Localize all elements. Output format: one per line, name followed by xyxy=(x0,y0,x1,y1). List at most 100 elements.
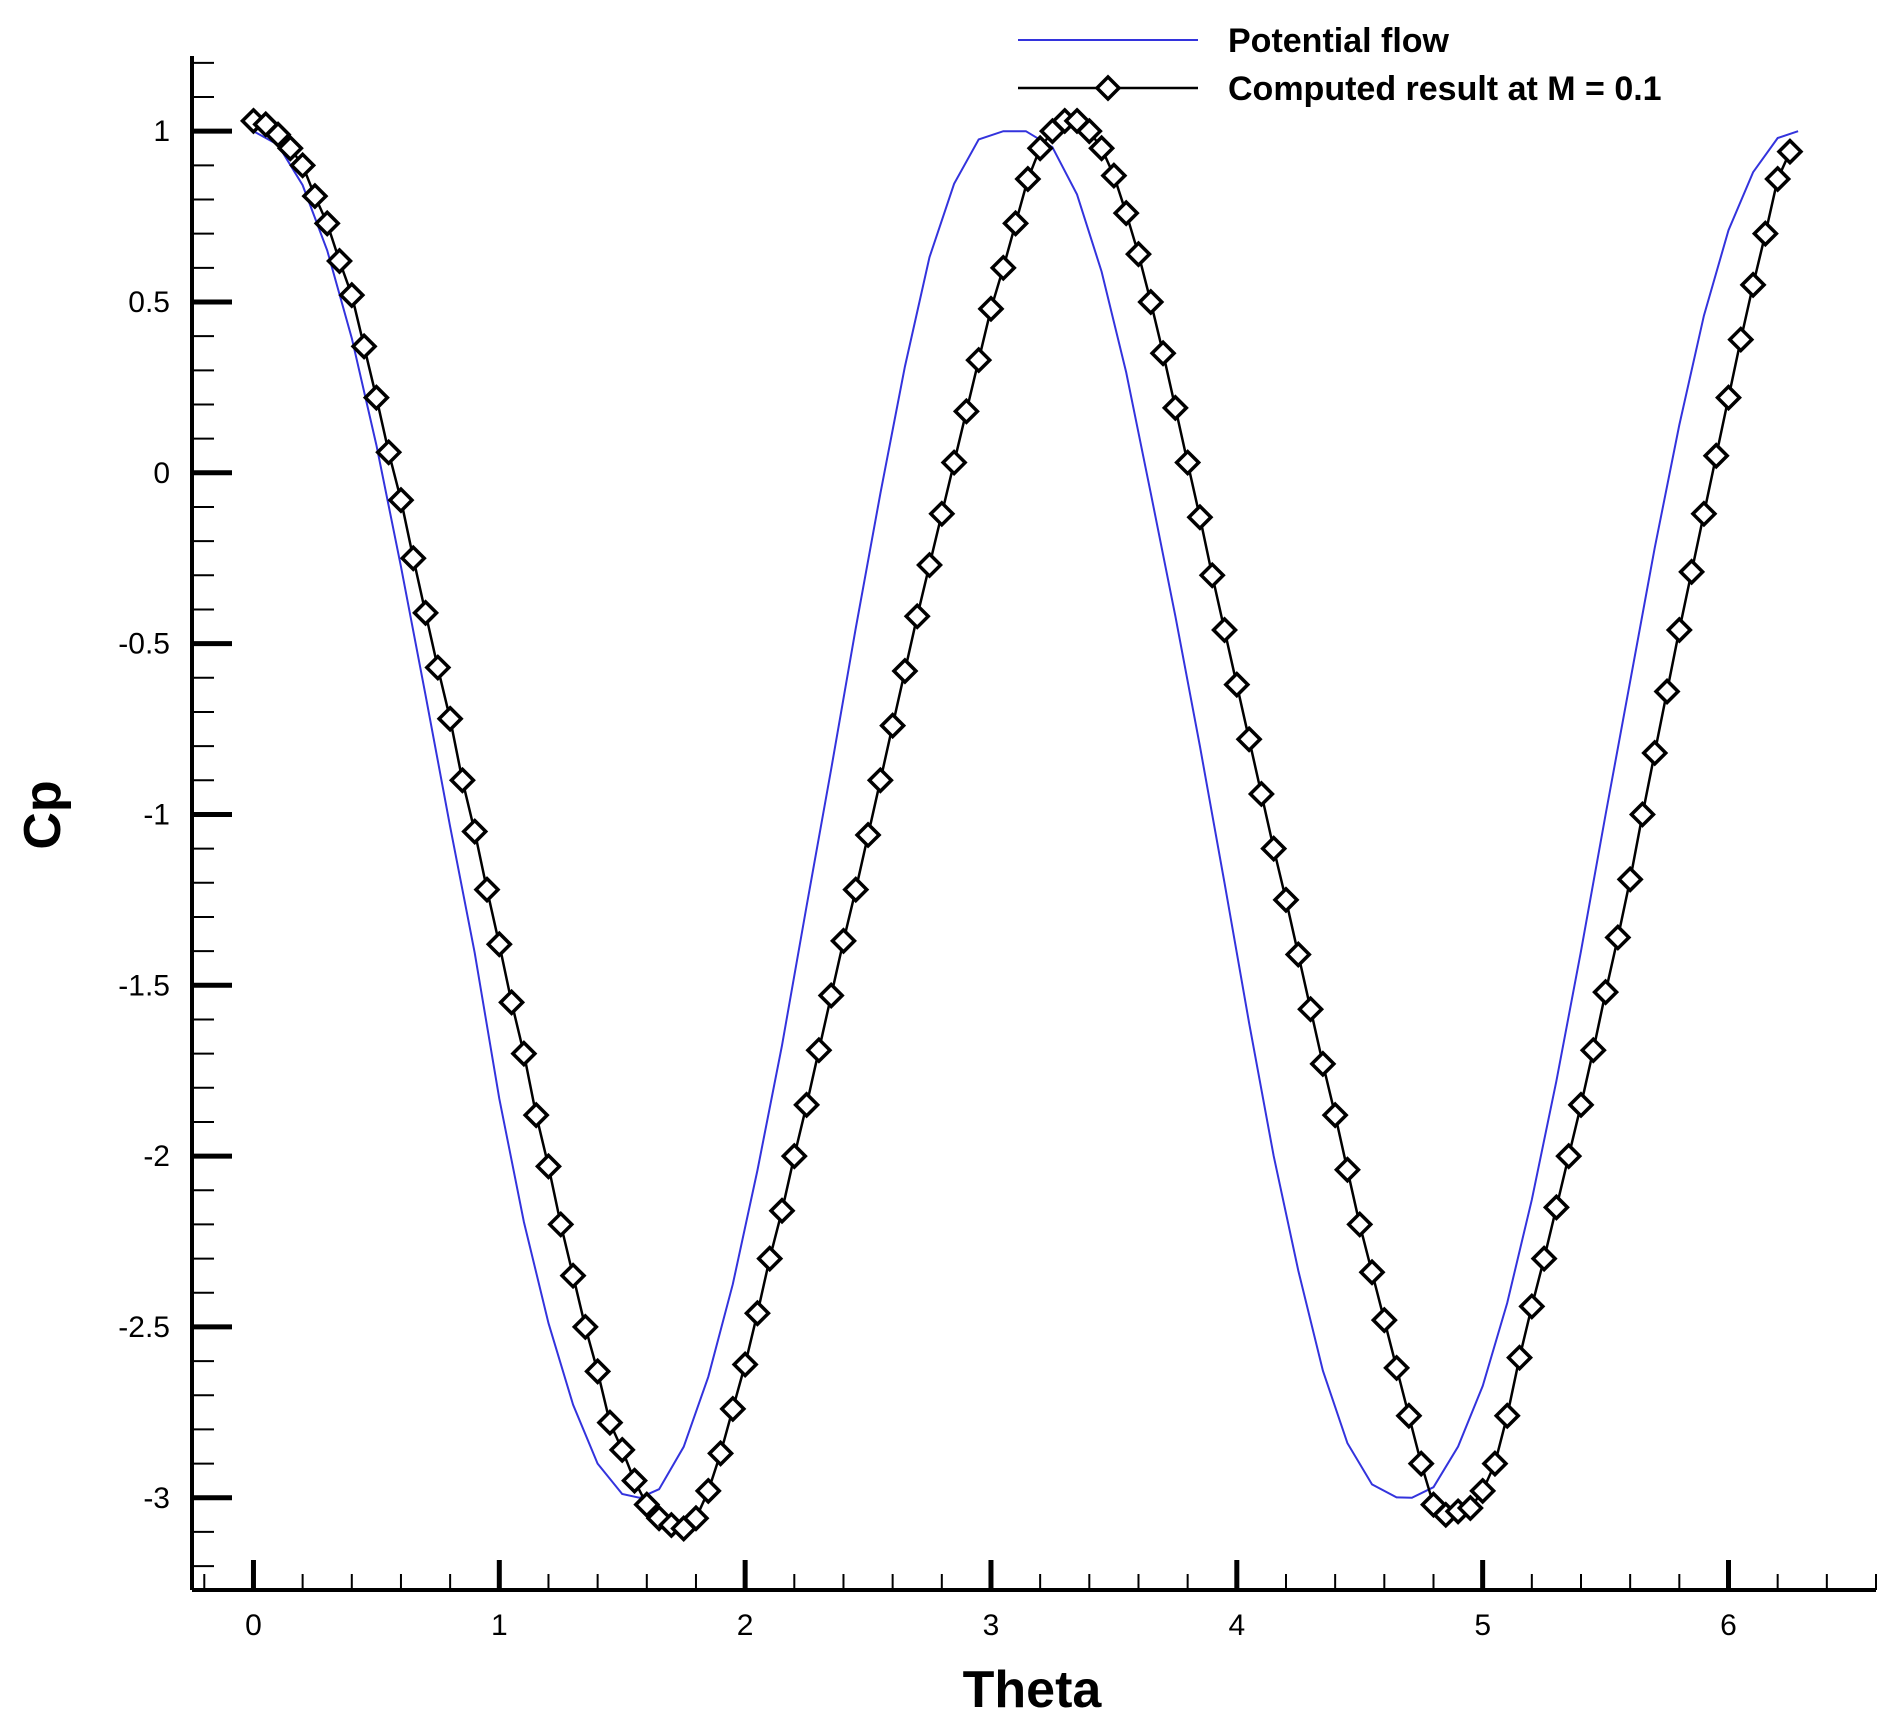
data-point-diamond xyxy=(276,134,304,162)
data-point-diamond xyxy=(1727,326,1755,354)
legend-label-computed-result: Computed result at M = 0.1 xyxy=(1228,70,1662,108)
data-point-diamond xyxy=(1506,1344,1534,1372)
data-point-diamond xyxy=(1518,1292,1546,1320)
data-point-diamond xyxy=(1530,1245,1558,1273)
data-point-diamond xyxy=(1739,271,1767,299)
data-point-diamond xyxy=(473,876,501,904)
data-point-diamond xyxy=(608,1436,636,1464)
data-point-diamond xyxy=(682,1504,710,1532)
data-point-diamond xyxy=(1641,739,1669,767)
x-tick-label: 4 xyxy=(1228,1609,1245,1642)
data-point-diamond xyxy=(731,1351,759,1378)
data-point-diamond xyxy=(510,1040,538,1068)
data-point-diamond xyxy=(1542,1193,1570,1221)
data-point-diamond xyxy=(1715,384,1742,412)
data-point-diamond xyxy=(1628,800,1656,828)
data-point-diamond xyxy=(1333,1156,1361,1184)
data-point-diamond xyxy=(916,551,943,579)
data-point-diamond xyxy=(793,1091,821,1119)
x-tick-label: 6 xyxy=(1720,1609,1737,1642)
data-point-diamond xyxy=(1358,1258,1386,1286)
data-point-diamond xyxy=(842,876,870,904)
data-point-diamond xyxy=(301,182,329,210)
x-tick-label: 3 xyxy=(983,1609,1000,1642)
data-point-diamond xyxy=(1149,339,1177,367)
data-point-diamond xyxy=(1690,500,1718,528)
data-point-diamond xyxy=(1776,138,1804,166)
data-point-diamond xyxy=(362,384,390,412)
data-point-diamond xyxy=(965,346,993,374)
data-point-diamond xyxy=(854,821,882,849)
data-point-diamond xyxy=(289,151,317,179)
data-point-diamond xyxy=(1665,616,1693,644)
data-point-diamond xyxy=(1211,616,1239,644)
data-point-diamond xyxy=(584,1357,612,1385)
data-point-diamond xyxy=(866,766,894,794)
series-layer xyxy=(239,107,1804,1542)
legend-label-potential-flow: Potential flow xyxy=(1228,22,1450,60)
data-point-diamond xyxy=(1383,1354,1411,1382)
x-axis-title: Theta xyxy=(963,1661,1103,1719)
data-point-diamond xyxy=(1223,671,1251,699)
y-tick-label: -3 xyxy=(143,1482,170,1515)
data-point-diamond xyxy=(1678,558,1706,586)
data-point-diamond xyxy=(977,295,1005,323)
data-point-diamond xyxy=(448,766,476,794)
data-point-diamond xyxy=(621,1467,648,1495)
data-point-diamond xyxy=(1751,220,1779,248)
data-point-diamond xyxy=(1481,1450,1509,1478)
data-point-diamond xyxy=(940,449,968,477)
data-point-diamond xyxy=(989,254,1017,282)
data-point-diamond xyxy=(1702,442,1730,470)
y-tick-label: 0.5 xyxy=(128,286,170,319)
data-point-diamond xyxy=(399,544,427,572)
y-axis-title: Cp xyxy=(14,780,72,849)
legend-swatch-marker-diamond xyxy=(1094,74,1122,102)
x-tick-label: 1 xyxy=(491,1609,508,1642)
data-point-diamond xyxy=(817,982,845,1010)
data-point-diamond xyxy=(485,930,513,958)
data-point-diamond xyxy=(1407,1450,1435,1478)
data-point-diamond xyxy=(1198,561,1226,589)
y-tick-label: 0 xyxy=(153,457,170,490)
y-tick-label: -2 xyxy=(143,1140,170,1173)
data-point-diamond xyxy=(768,1197,796,1225)
data-point-diamond xyxy=(1555,1142,1583,1170)
data-point-diamond xyxy=(1469,1477,1497,1505)
data-point-diamond xyxy=(879,712,907,740)
data-point-diamond xyxy=(264,121,292,149)
data-point-diamond xyxy=(743,1299,771,1327)
data-point-diamond xyxy=(375,438,403,466)
data-point-diamond xyxy=(891,657,919,685)
data-point-diamond xyxy=(1186,503,1214,531)
data-point-diamond xyxy=(952,397,980,425)
data-point-diamond xyxy=(1088,134,1116,162)
data-point-diamond xyxy=(1456,1494,1484,1522)
data-point-diamond xyxy=(1616,865,1644,893)
data-point-diamond xyxy=(1579,1036,1607,1064)
data-point-diamond xyxy=(1161,394,1189,422)
data-point-diamond xyxy=(1247,780,1275,808)
data-point-diamond xyxy=(928,500,956,528)
data-point-diamond xyxy=(756,1245,784,1273)
data-point-diamond xyxy=(1014,165,1042,193)
data-point-diamond xyxy=(326,247,353,275)
data-point-diamond xyxy=(1260,835,1288,863)
data-point-diamond xyxy=(1002,209,1030,237)
series-line-potential-flow xyxy=(253,130,1799,1499)
data-point-diamond xyxy=(1567,1091,1595,1119)
data-point-diamond xyxy=(1653,677,1681,705)
data-point-diamond xyxy=(1272,886,1300,914)
data-point-diamond xyxy=(1112,199,1140,227)
x-tick-label: 2 xyxy=(737,1609,754,1642)
legend: Potential flow Computed result at M = 0.… xyxy=(1018,22,1662,108)
data-point-diamond xyxy=(387,486,415,514)
data-point-diamond xyxy=(1075,117,1103,145)
axes-layer: 0 1 2 3 4 5 6 1 0.5 0 -0.5 -1 -1.5 -2 -2.5 -3 xyxy=(118,56,1877,1642)
data-point-diamond xyxy=(903,602,931,630)
data-point-diamond xyxy=(1026,134,1054,162)
y-tick-label: -1.5 xyxy=(118,969,170,1002)
data-point-diamond xyxy=(1592,978,1620,1006)
data-point-diamond xyxy=(1395,1402,1423,1430)
data-point-diamond xyxy=(559,1262,587,1290)
